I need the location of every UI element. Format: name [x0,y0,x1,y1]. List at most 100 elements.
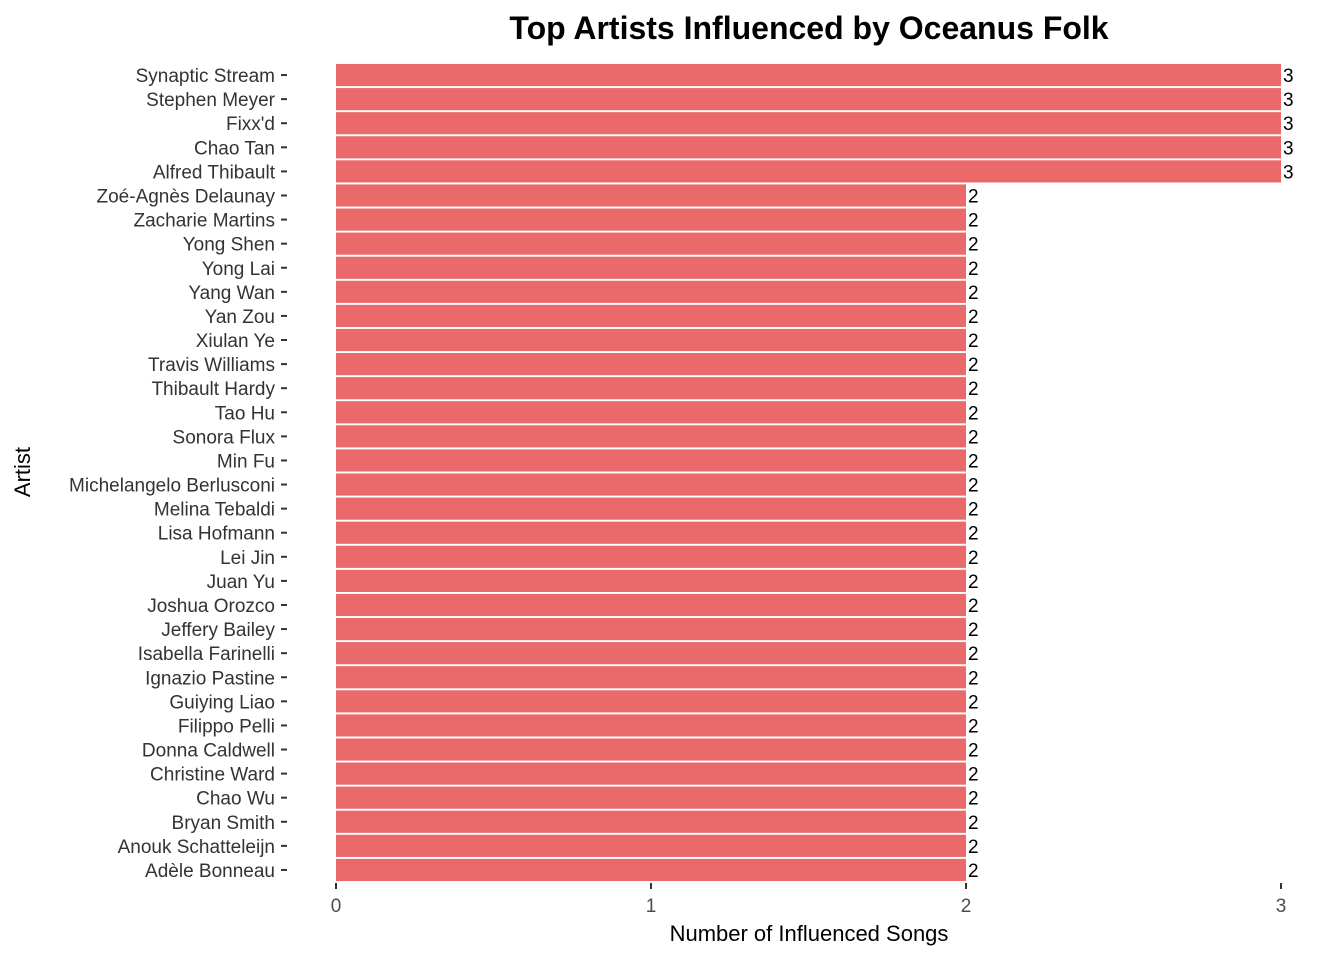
y-tick-label: Yong Shen [183,235,275,256]
y-tick-label: Ignazio Pastine [145,668,275,689]
y-tick-label: Chao Tan [194,138,275,159]
bar [336,184,966,207]
y-tick-label: Lei Jin [220,548,275,569]
y-tick-label: Stephen Meyer [146,90,276,111]
y-tick-label: Isabella Farinelli [138,644,275,665]
bar [336,738,966,761]
bar [336,545,966,568]
data-label: 2 [968,837,979,858]
data-label: 3 [1283,162,1294,183]
y-tick-label: Xiulan Ye [196,331,275,352]
data-label: 2 [968,716,979,737]
y-tick-label: Travis Williams [148,355,275,376]
data-label: 2 [968,813,979,834]
y-axis-title: Artist [10,447,35,497]
bars-group [336,63,1281,882]
data-label: 2 [968,211,979,232]
y-tick-label: Donna Caldwell [142,741,275,762]
bar [336,401,966,424]
bar [336,112,1281,135]
x-tick-label: 2 [961,896,972,917]
bar [336,208,966,231]
bar [336,88,1281,111]
y-tick-label: Alfred Thibault [153,162,276,183]
data-label: 2 [968,379,979,400]
bar [336,642,966,665]
x-tick-label: 1 [646,896,657,917]
bar [336,136,1281,159]
data-label: 2 [968,476,979,497]
data-label: 2 [968,186,979,207]
y-tick-label: Adèle Bonneau [145,861,275,882]
x-axis-title: Number of Influenced Songs [670,921,949,946]
y-tick-label: Filippo Pelli [178,716,275,737]
bar [336,690,966,713]
bar [336,280,966,303]
bar [336,425,966,448]
bar [336,786,966,809]
y-tick-label: Christine Ward [150,765,275,786]
data-label: 2 [968,644,979,665]
bar [336,521,966,544]
bar [336,714,966,737]
data-label: 3 [1283,138,1294,159]
data-label: 2 [968,259,979,280]
data-label: 2 [968,548,979,569]
y-tick-label: Chao Wu [196,789,275,810]
y-tick-label: Synaptic Stream [136,66,275,87]
y-tick-label: Zoé-Agnès Delaunay [97,186,276,207]
y-tick-label: Juan Yu [207,572,275,593]
y-tick-label: Yang Wan [188,283,275,304]
y-tick-label: Joshua Orozco [147,596,275,617]
y-tick-label: Zacharie Martins [134,211,276,232]
bar [336,497,966,520]
data-label: 2 [968,500,979,521]
y-tick-label: Guiying Liao [169,692,275,713]
y-tick-label: Jeffery Bailey [161,620,275,641]
data-label: 2 [968,524,979,545]
y-tick-label: Yan Zou [205,307,275,328]
bar [336,810,966,833]
data-label: 2 [968,283,979,304]
data-label: 2 [968,692,979,713]
bar [336,473,966,496]
data-label: 2 [968,668,979,689]
data-label: 3 [1283,90,1294,111]
bar [336,617,966,641]
bar [336,304,966,328]
bar [336,569,966,592]
bar [336,858,966,882]
data-label: 2 [968,741,979,762]
data-label: 2 [968,620,979,641]
y-tick-label: Sonora Flux [173,427,276,448]
data-label: 2 [968,331,979,352]
x-axis: 0 1 2 3 [331,883,1286,917]
bar [336,160,1281,183]
data-label: 2 [968,596,979,617]
bar [336,666,966,689]
data-label: 2 [968,789,979,810]
data-label: 2 [968,572,979,593]
data-label: 2 [968,235,979,256]
y-tick-label: Yong Lai [202,259,275,280]
bar [336,232,966,255]
data-label: 3 [1283,66,1294,87]
data-label: 2 [968,765,979,786]
bar [336,63,1281,87]
bar [336,834,966,857]
y-tick-label: Michelangelo Berlusconi [69,476,275,497]
y-tick-label: Anouk Schatteleijn [118,837,275,858]
data-label: 2 [968,403,979,424]
data-labels: 3 3 3 3 3 2 2 2 2 2 2 2 2 2 2 2 2 2 2 2 2 2 2 2 2 2 2 2 2 2 2 2 2 2 [968,66,1294,882]
data-label: 2 [968,451,979,472]
y-tick-label: Bryan Smith [172,813,275,834]
chart-title: Top Artists Influenced by Oceanus Folk [509,10,1108,46]
y-tick-label: Min Fu [217,451,275,472]
data-label: 2 [968,427,979,448]
data-label: 2 [968,307,979,328]
bar [336,256,966,279]
bar [336,449,966,472]
y-tick-label: Fixx'd [226,114,275,135]
